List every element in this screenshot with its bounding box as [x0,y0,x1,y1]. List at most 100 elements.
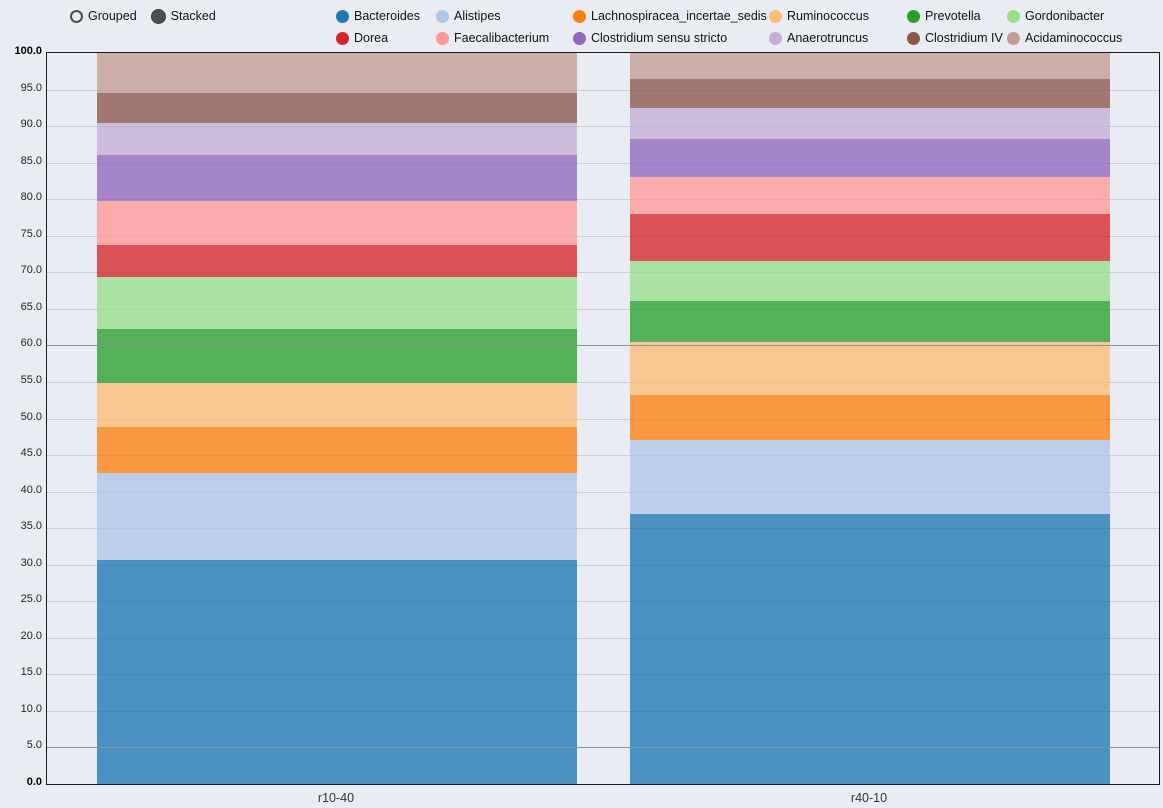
bar-segment-bacteroides[interactable] [97,559,577,784]
stacked-bar-r40-10 [630,53,1110,784]
gridline [47,601,1159,603]
gridline [47,381,1159,383]
bar-segment-clostridium-iv[interactable] [97,93,577,123]
legend-item-faecalibacterium[interactable]: Faecalibacterium [436,31,573,45]
gridline [47,528,1159,530]
gridline [47,89,1159,91]
bar-mode-controls: Grouped Stacked [70,5,216,27]
gridline [47,235,1159,237]
legend-color-dot [1007,9,1020,23]
y-axis-tick-label: 50.0 [20,410,42,423]
y-axis-tick-label: 45.0 [20,447,42,460]
grouped-mode-button[interactable]: Grouped [70,9,137,23]
bar-segment-faecalibacterium[interactable] [97,200,577,246]
bar-segment-prevotella[interactable] [630,300,1110,342]
bar-segment-dorea[interactable] [97,245,577,278]
bar-segment-lachnospiracea-incertae-sedis[interactable] [97,426,577,474]
bar-segment-anaerotruncus[interactable] [97,122,577,156]
bar-segment-clostridium-sensu-stricto[interactable] [630,139,1110,178]
legend-color-dot [907,9,920,23]
radio-selected-icon [150,8,166,24]
y-axis-tick-label: 60.0 [20,337,42,350]
legend-color-dot [907,31,920,45]
legend-color-dot [336,31,349,45]
stacked-bar-r10-40 [97,53,577,784]
legend-label: Acidaminococcus [1025,31,1123,45]
y-axis-tick-label: 85.0 [20,154,42,167]
legend-item-prevotella[interactable]: Prevotella [907,9,1007,23]
legend-item-clostridium-sensu-stricto[interactable]: Clostridium sensu stricto [573,31,769,45]
y-axis-tick-label: 75.0 [20,227,42,240]
stacked-mode-label: Stacked [170,9,216,23]
y-axis-tick-label: 100.0 [14,45,42,57]
legend-label: Bacteroides [354,9,421,23]
bar-segment-acidaminococcus[interactable] [97,53,577,94]
y-axis-tick-label: 90.0 [20,118,42,131]
reference-line [47,345,1159,347]
legend-color-dot [436,31,449,45]
bar-segment-lachnospiracea-incertae-sedis[interactable] [630,395,1110,441]
bar-segment-acidaminococcus[interactable] [630,53,1110,79]
legend-color-dot [336,9,349,23]
legend-item-lachnospiracea-incertae-sedis[interactable]: Lachnospiracea_incertae_sedis [573,9,769,23]
legend-color-dot [573,9,586,23]
legend-item-bacteroides[interactable]: Bacteroides [336,9,436,23]
legend-color-dot [769,31,782,45]
gridline [47,418,1159,420]
gridline [47,162,1159,164]
y-axis-tick-label: 35.0 [20,520,42,533]
y-axis-tick-label: 95.0 [20,81,42,94]
y-axis-tick-label: 40.0 [20,483,42,496]
legend-label: Faecalibacterium [454,31,550,45]
legend-item-gordonibacter[interactable]: Gordonibacter [1007,9,1163,23]
bar-segment-ruminococcus[interactable] [630,341,1110,396]
legend-label: Prevotella [925,9,981,23]
gridline [47,272,1159,274]
y-axis-tick-label: 70.0 [20,264,42,277]
gridline [47,199,1159,201]
y-axis-tick-label: 25.0 [20,593,42,606]
bar-segment-prevotella[interactable] [97,329,577,383]
legend-label: Lachnospiracea_incertae_sedis [591,9,767,23]
bar-segment-anaerotruncus[interactable] [630,107,1110,140]
legend-item-dorea[interactable]: Dorea [336,31,436,45]
bar-segment-ruminococcus[interactable] [97,382,577,427]
legend-item-anaerotruncus[interactable]: Anaerotruncus [769,31,907,45]
legend-item-ruminococcus[interactable]: Ruminococcus [769,9,907,23]
bar-segment-gordonibacter[interactable] [97,277,577,330]
y-axis-tick-label: 80.0 [20,191,42,204]
legend-item-alistipes[interactable]: Alistipes [436,9,573,23]
bar-segment-gordonibacter[interactable] [630,261,1110,301]
gridline [47,126,1159,128]
legend-item-acidaminococcus[interactable]: Acidaminococcus [1007,31,1163,45]
plot-area [46,52,1160,785]
gridline [47,637,1159,639]
y-axis-tick-label: 0.0 [26,776,42,788]
legend-label: Dorea [354,31,389,45]
gridline [47,491,1159,493]
bar-segment-alistipes[interactable] [97,473,577,560]
legend-label: Clostridium IV [925,31,1003,45]
y-axis-tick-label: 30.0 [20,556,42,569]
reference-line [47,747,1159,749]
chart-legend: Bacteroides Alistipes Lachnospiracea_incer… [336,5,1163,49]
x-axis-tick-label: r40-10 [850,791,888,805]
legend-color-dot [769,9,782,23]
bar-segment-clostridium-sensu-stricto[interactable] [97,155,577,201]
legend-label: Ruminococcus [787,9,869,23]
y-axis-tick-label: 5.0 [26,739,42,752]
bar-segment-clostridium-iv[interactable] [630,78,1110,108]
y-axis-tick-label: 20.0 [20,629,42,642]
stacked-mode-button[interactable]: Stacked [150,8,216,24]
y-axis-tick-label: 55.0 [20,373,42,386]
gridline [47,564,1159,566]
y-axis-tick-label: 65.0 [20,300,42,313]
bar-segment-dorea[interactable] [630,213,1110,262]
y-axis-tick-label: 15.0 [20,666,42,679]
bar-segment-bacteroides[interactable] [630,513,1110,784]
bar-segment-alistipes[interactable] [630,440,1110,514]
gridline [47,674,1159,676]
bar-segment-faecalibacterium[interactable] [630,177,1110,214]
legend-item-clostridium-iv[interactable]: Clostridium IV [907,31,1007,45]
